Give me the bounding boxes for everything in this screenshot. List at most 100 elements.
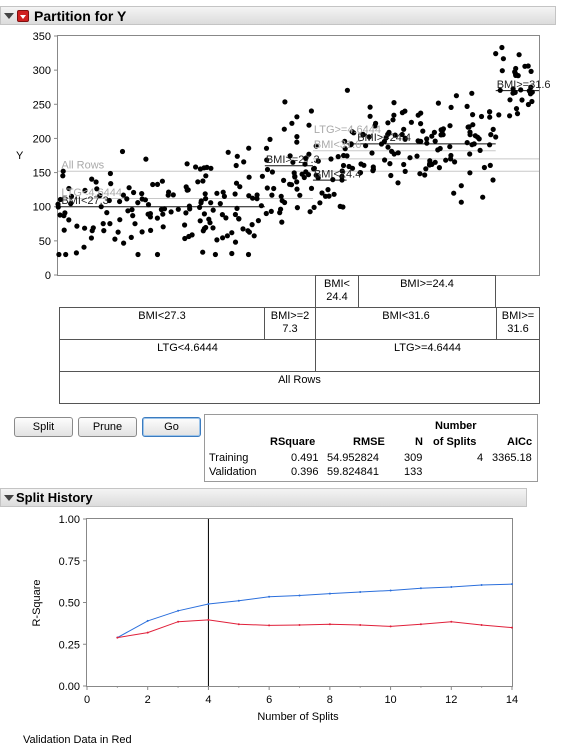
- data-point: [104, 210, 110, 216]
- data-point: [145, 202, 152, 208]
- data-point: [418, 138, 424, 144]
- tree-node-bmi-ge-31[interactable]: BMI>=31.6: [496, 307, 540, 340]
- data-point: [212, 251, 218, 258]
- data-point: [490, 177, 496, 183]
- data-point: [241, 159, 247, 165]
- validation-point: [359, 624, 362, 626]
- tree-node-ltg-low[interactable]: LTG<4.6444: [59, 339, 316, 372]
- data-point: [268, 208, 274, 214]
- data-point: [307, 209, 313, 215]
- data-point: [464, 103, 470, 109]
- data-point: [317, 200, 323, 206]
- data-point: [258, 203, 264, 209]
- data-point: [432, 138, 438, 144]
- data-point: [160, 224, 166, 230]
- data-point: [66, 185, 72, 192]
- data-point: [254, 192, 260, 198]
- split-history-chart[interactable]: R-Square 0.00 0.25 0.50 0.75 1.00 0 2 4 6 8 10 12 14…: [0, 510, 563, 730]
- validation-rsquare-line: [117, 619, 513, 639]
- validation-point: [237, 623, 240, 626]
- data-point: [529, 98, 535, 105]
- data-point: [197, 218, 203, 224]
- tree-node-bmi-lt-31[interactable]: BMI<31.6: [315, 307, 497, 340]
- y-tick-label: 0.00: [59, 681, 80, 693]
- data-point: [66, 217, 72, 223]
- data-point: [234, 153, 240, 159]
- data-point: [89, 176, 95, 182]
- x-tick-label: 14: [506, 694, 518, 706]
- disclosure-triangle-icon[interactable]: [4, 13, 14, 19]
- training-point: [450, 586, 453, 588]
- data-point: [528, 84, 534, 90]
- validation-rmse: 59.824841: [327, 466, 379, 478]
- header-of-splits: of Splits: [433, 436, 477, 448]
- data-point: [325, 187, 331, 193]
- data-point: [395, 180, 401, 186]
- data-point: [451, 190, 457, 196]
- data-point: [429, 133, 435, 139]
- data-point: [269, 169, 275, 175]
- data-point: [391, 100, 397, 106]
- tree-node-all-rows[interactable]: All Rows: [59, 371, 540, 404]
- y-axis-label: R-Square: [31, 579, 43, 626]
- data-point: [278, 206, 284, 212]
- data-point: [470, 112, 476, 118]
- data-point: [469, 90, 475, 96]
- data-point: [389, 148, 395, 154]
- data-point: [97, 193, 103, 199]
- data-point: [290, 159, 296, 165]
- data-point: [510, 86, 516, 92]
- red-triangle-menu-icon[interactable]: [17, 10, 29, 22]
- data-point: [198, 200, 204, 206]
- plot-frame: [57, 35, 540, 276]
- disclosure-triangle-icon[interactable]: [4, 495, 14, 501]
- data-point: [512, 70, 519, 77]
- history-plot-frame: [86, 518, 513, 687]
- data-point: [401, 161, 407, 168]
- data-point: [202, 191, 208, 197]
- data-point: [246, 229, 252, 235]
- validation-point: [511, 626, 513, 629]
- training-rmse: 54.952824: [327, 452, 379, 464]
- data-point: [297, 192, 303, 198]
- data-point: [250, 195, 256, 201]
- data-point: [390, 117, 396, 123]
- tree-node-bmi-ge-24[interactable]: BMI>=24.4: [358, 275, 496, 308]
- data-point: [335, 154, 341, 160]
- training-point: [511, 583, 513, 586]
- data-point: [443, 157, 449, 163]
- data-point: [294, 179, 300, 185]
- tree-node-bmi-ge-27[interactable]: BMI>=27.3: [264, 307, 316, 340]
- data-point: [464, 140, 470, 146]
- prune-button[interactable]: Prune: [78, 417, 137, 437]
- data-point: [183, 210, 189, 216]
- tree-node-ltg-high[interactable]: LTG>=4.6444: [315, 339, 540, 372]
- data-point: [94, 186, 100, 192]
- data-point: [159, 178, 165, 184]
- training-point: [237, 599, 240, 602]
- go-button[interactable]: Go: [142, 417, 201, 437]
- data-point: [135, 251, 141, 258]
- split-history-outline-header[interactable]: Split History: [0, 488, 527, 507]
- data-point: [458, 199, 464, 205]
- data-point: [378, 141, 385, 147]
- tree-node-bmi-lt-27[interactable]: BMI<27.3: [59, 307, 265, 340]
- split-button[interactable]: Split: [14, 417, 73, 437]
- data-point: [130, 213, 136, 219]
- data-point: [382, 157, 388, 163]
- data-point: [401, 126, 407, 132]
- data-point: [516, 52, 522, 58]
- data-point: [303, 155, 309, 161]
- data-point: [363, 143, 369, 149]
- data-point: [154, 181, 161, 187]
- data-point: [264, 166, 271, 173]
- data-point: [282, 99, 288, 105]
- validation-n: 133: [404, 466, 423, 478]
- data-point: [131, 189, 137, 196]
- data-point: [203, 196, 209, 202]
- tree-node-bmi-lt-24[interactable]: BMI<24.4: [315, 275, 359, 308]
- data-point: [339, 168, 345, 174]
- data-point: [346, 163, 352, 170]
- partition-outline-header[interactable]: Partition for Y: [0, 6, 556, 25]
- partition-plot[interactable]: Y 0 50 100 150 200 250 300 350 All Rows LTG<4.64…: [0, 28, 563, 280]
